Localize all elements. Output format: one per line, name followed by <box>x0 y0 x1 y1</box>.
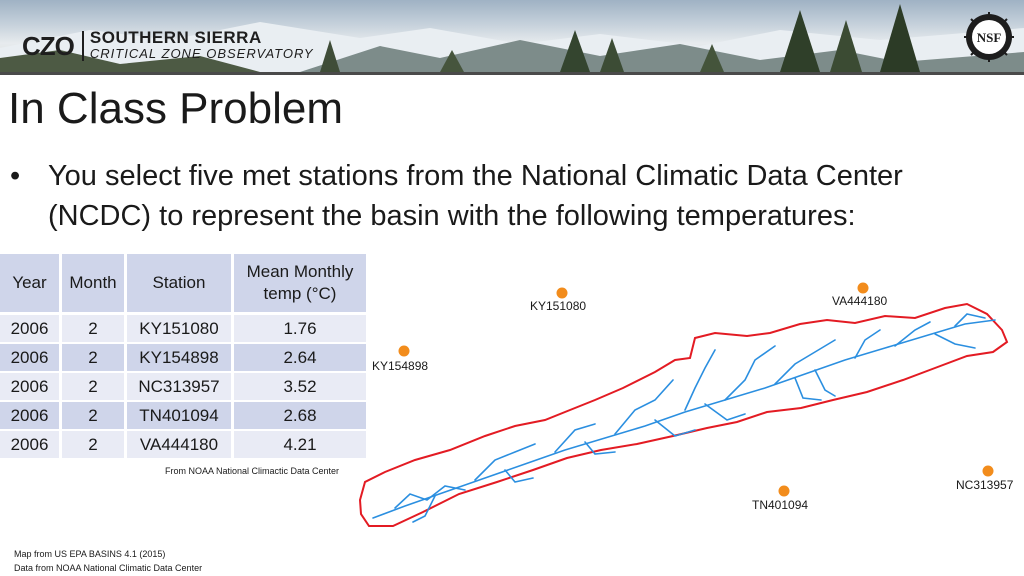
cell-year: 2006 <box>0 372 62 402</box>
temperature-table: Year Month Station Mean Monthly temp (°C… <box>0 254 369 460</box>
table-row: 2006 2 VA444180 4.21 <box>0 430 369 460</box>
cell-year: 2006 <box>0 343 62 373</box>
table-row: 2006 2 KY151080 1.76 <box>0 313 369 344</box>
cell-station: NC313957 <box>125 372 234 402</box>
basin-map: KY151080 VA444180 KY154898 NC313957 TN40… <box>358 282 1014 527</box>
cell-temp: 4.21 <box>232 430 369 460</box>
bullet-text: You select five met stations from the Na… <box>48 160 903 232</box>
cell-temp: 1.76 <box>232 313 369 344</box>
cell-year: 2006 <box>0 430 62 460</box>
svg-text:KY151080: KY151080 <box>530 299 586 313</box>
logo-title: SOUTHERN SIERRA <box>89 28 262 47</box>
banner-divider <box>0 72 1024 75</box>
table-row: 2006 2 KY154898 2.64 <box>0 343 369 373</box>
cell-month: 2 <box>60 372 127 402</box>
svg-text:TN401094: TN401094 <box>752 498 808 512</box>
cell-temp: 2.68 <box>232 401 369 431</box>
header-year: Year <box>0 254 62 315</box>
station-nc313957: NC313957 <box>956 465 1014 492</box>
basin-boundary <box>358 302 1009 527</box>
cell-month: 2 <box>60 343 127 373</box>
station-va444180: VA444180 <box>832 282 887 308</box>
slide-title: In Class Problem <box>8 84 344 133</box>
cell-month: 2 <box>60 430 127 460</box>
cell-temp: 3.52 <box>232 372 369 402</box>
nsf-logo-icon: NSF <box>964 12 1014 62</box>
cell-station: TN401094 <box>125 401 234 431</box>
cell-year: 2006 <box>0 401 62 431</box>
footer-data-credit: Data from NOAA National Climatic Data Ce… <box>14 563 203 573</box>
czo-logo-mark: CZO <box>22 31 84 61</box>
header-banner: CZO SOUTHERN SIERRA CRITICAL ZONE OBSERV… <box>0 0 1024 72</box>
svg-text:VA444180: VA444180 <box>832 294 887 308</box>
footer-map-credit: Map from US EPA BASINS 4.1 (2015) <box>14 549 166 559</box>
cell-year: 2006 <box>0 313 62 344</box>
table-source-note: From NOAA National Climactic Data Center <box>165 466 340 476</box>
cell-station: VA444180 <box>125 430 234 460</box>
svg-text:NC313957: NC313957 <box>956 478 1014 492</box>
station-tn401094: TN401094 <box>752 485 808 512</box>
cell-month: 2 <box>60 401 127 431</box>
station-ky154898: KY154898 <box>372 345 428 373</box>
cell-month: 2 <box>60 313 127 344</box>
header-temp: Mean Monthly temp (°C) <box>232 254 369 315</box>
czo-logo: CZO SOUTHERN SIERRA CRITICAL ZONE OBSERV… <box>22 28 314 62</box>
header-month: Month <box>60 254 127 315</box>
logo-subtitle: CRITICAL ZONE OBSERVATORY <box>89 46 314 61</box>
footer-credits: Map from US EPA BASINS 4.1 (2015) Data f… <box>14 547 202 575</box>
cell-station: KY154898 <box>125 343 234 373</box>
table-row: 2006 2 NC313957 3.52 <box>0 372 369 402</box>
cell-temp: 2.64 <box>232 343 369 373</box>
mountain-scene-image <box>0 4 1024 72</box>
header-station: Station <box>125 254 234 315</box>
svg-text:KY154898: KY154898 <box>372 359 428 373</box>
table-row: 2006 2 TN401094 2.68 <box>0 401 369 431</box>
bullet-icon: • <box>10 160 21 192</box>
station-ky151080: KY151080 <box>530 287 586 313</box>
svg-text:NSF: NSF <box>977 30 1002 45</box>
cell-station: KY151080 <box>125 313 234 344</box>
stream-network <box>372 313 996 523</box>
